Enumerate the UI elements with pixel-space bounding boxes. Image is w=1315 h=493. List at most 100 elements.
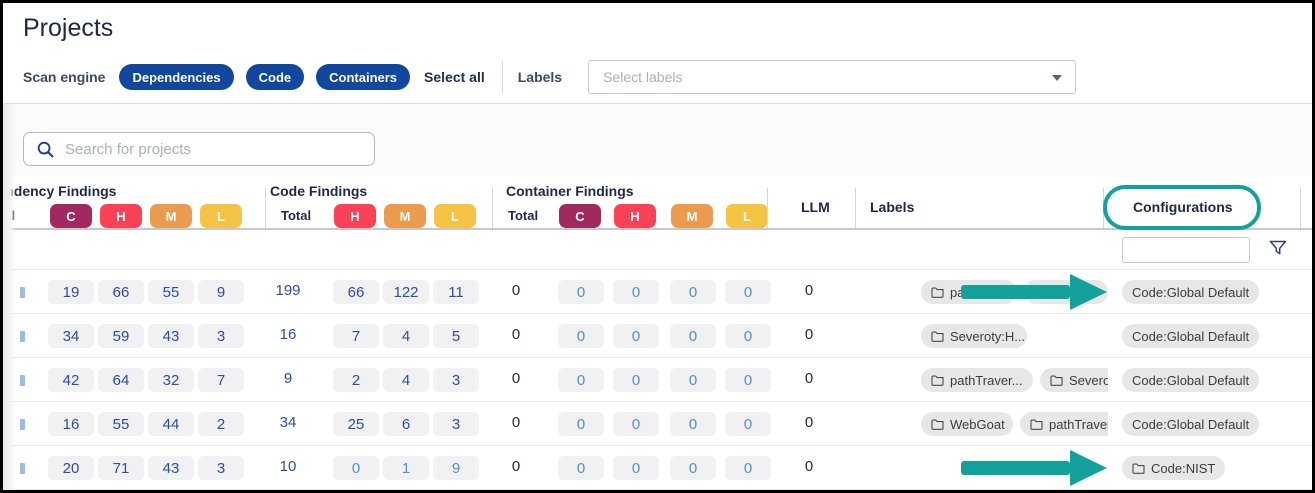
severity-count-chip[interactable]: 2 [333,368,379,392]
chevron-down-icon [1052,75,1063,81]
severity-count-chip[interactable]: 0 [670,456,716,480]
folder-icon [1132,463,1145,474]
severity-count-chip[interactable]: 0 [725,412,771,436]
folder-icon [931,287,944,298]
severity-count-chip[interactable]: 16 [48,412,94,436]
severity-count-chip[interactable]: 0 [670,368,716,392]
severity-count-chip[interactable]: 66 [333,280,379,304]
severity-count-chip[interactable]: 20 [48,456,94,480]
severity-count-chip[interactable]: 0 [558,368,604,392]
label-chip[interactable]: pathTraver.. [1020,412,1108,436]
severity-badge-medium: M [150,204,192,228]
severity-count-chip[interactable]: 0 [725,368,771,392]
severity-count-chip[interactable]: 42 [48,368,94,392]
severity-count-chip[interactable]: 0 [613,412,659,436]
severity-count-chip[interactable]: 3 [198,324,244,348]
total-count-cell[interactable]: 10 [279,458,297,475]
severity-count-chip[interactable]: 1 [383,456,429,480]
scan-engine-dependencies-pill[interactable]: Dependencies [119,64,234,90]
labels-select[interactable]: Select labels [588,60,1077,94]
severity-count-chip[interactable]: 43 [148,324,194,348]
severity-count-chip[interactable]: 64 [98,368,144,392]
severity-count-chip[interactable]: 0 [670,280,716,304]
severity-count-chip[interactable]: 6 [383,412,429,436]
severity-count-chip[interactable]: 9 [433,456,479,480]
severity-count-chip[interactable]: 11 [433,280,479,304]
severity-count-chip[interactable]: 0 [558,324,604,348]
label-chip[interactable]: path [921,280,1017,304]
select-all-link[interactable]: Select all [424,69,485,85]
severity-badge-low: L [200,204,242,228]
column-header-configurations: Configurations [1133,199,1233,215]
clipped-text-fragment [20,287,25,298]
labels-cell [921,446,1108,490]
column-header-llm: LLM [801,199,830,215]
severity-count-chip[interactable]: 0 [613,368,659,392]
severity-count-chip[interactable]: 44 [148,412,194,436]
severity-count-chip[interactable]: 0 [558,412,604,436]
severity-count-chip[interactable]: 5 [433,324,479,348]
configuration-chip[interactable]: Code:Global Default [1122,324,1260,348]
labels-cell: path [921,270,1108,314]
configurations-filter-input[interactable] [1122,237,1250,263]
severity-count-chip[interactable]: 3 [198,456,244,480]
severity-count-chip[interactable]: 7 [333,324,379,348]
severity-count-chip[interactable]: 0 [725,324,771,348]
configuration-chip[interactable]: Code:Global Default [1122,412,1260,436]
severity-count-chip[interactable]: 0 [670,324,716,348]
severity-count-chip[interactable]: 7 [198,368,244,392]
total-count-cell[interactable]: 16 [279,326,297,343]
severity-count-chip[interactable]: 25 [333,412,379,436]
severity-count-chip[interactable]: 122 [383,280,429,304]
severity-badge-critical: C [559,204,601,228]
severity-count-chip[interactable]: 0 [613,280,659,304]
severity-count-chip[interactable]: 4 [383,368,429,392]
scan-engine-label: Scan engine [23,69,106,85]
label-chip[interactable]: WebGoat [921,412,1013,436]
configuration-chip[interactable]: Code:Global Default [1122,368,1260,392]
label-chip[interactable]: Severoty:H... [921,324,1027,348]
severity-count-chip[interactable]: 0 [558,280,604,304]
configuration-chip[interactable]: Code:Global Default [1122,280,1260,304]
severity-count-chip[interactable]: 19 [48,280,94,304]
severity-count-chip[interactable]: 4 [383,324,429,348]
severity-count-chip[interactable]: 55 [98,412,144,436]
total-count-cell[interactable]: 34 [279,414,297,431]
project-search-box[interactable]: Search for projects [23,132,375,166]
severity-count-chip[interactable]: 0 [613,324,659,348]
label-chip[interactable]: Severoty [1040,368,1108,392]
severity-count-chip[interactable]: 0 [725,280,771,304]
label-chip-text: path [950,284,976,300]
severity-count-chip[interactable]: 0 [333,456,379,480]
severity-count-chip[interactable]: 3 [433,412,479,436]
folder-icon [1034,287,1047,298]
column-header-labels: Labels [870,199,915,215]
severity-count-chip[interactable]: 66 [98,280,144,304]
severity-count-chip[interactable]: 59 [98,324,144,348]
total-count-cell: 0 [511,326,521,343]
label-chip[interactable]: pathTraver... [921,368,1033,392]
severity-count-chip[interactable]: 55 [148,280,194,304]
severity-count-chip[interactable]: 0 [670,412,716,436]
severity-count-chip[interactable]: 32 [148,368,194,392]
table-header: Dependency Findings Total C H M L Code F… [3,176,1312,230]
severity-count-chip[interactable]: 0 [558,456,604,480]
scan-engine-containers-pill[interactable]: Containers [316,64,411,90]
severity-count-chip[interactable]: 71 [98,456,144,480]
total-count-cell: 0 [804,370,814,387]
severity-count-chip[interactable]: 0 [613,456,659,480]
severity-count-chip[interactable]: 3 [433,368,479,392]
configuration-chip[interactable]: Code:NIST [1122,456,1226,480]
total-count-cell[interactable]: 9 [283,370,293,387]
severity-count-chip[interactable]: 34 [48,324,94,348]
severity-count-chip[interactable]: 43 [148,456,194,480]
severity-count-chip[interactable]: 0 [725,456,771,480]
severity-count-chip[interactable]: 2 [198,412,244,436]
severity-badge-medium: M [671,204,713,228]
scroll-edge-shadow [3,104,16,490]
filter-funnel-icon[interactable] [1269,240,1287,262]
severity-count-chip[interactable]: 9 [198,280,244,304]
scan-engine-code-pill[interactable]: Code [245,64,305,90]
label-chip[interactable] [1024,280,1108,304]
total-count-cell[interactable]: 199 [275,282,301,299]
